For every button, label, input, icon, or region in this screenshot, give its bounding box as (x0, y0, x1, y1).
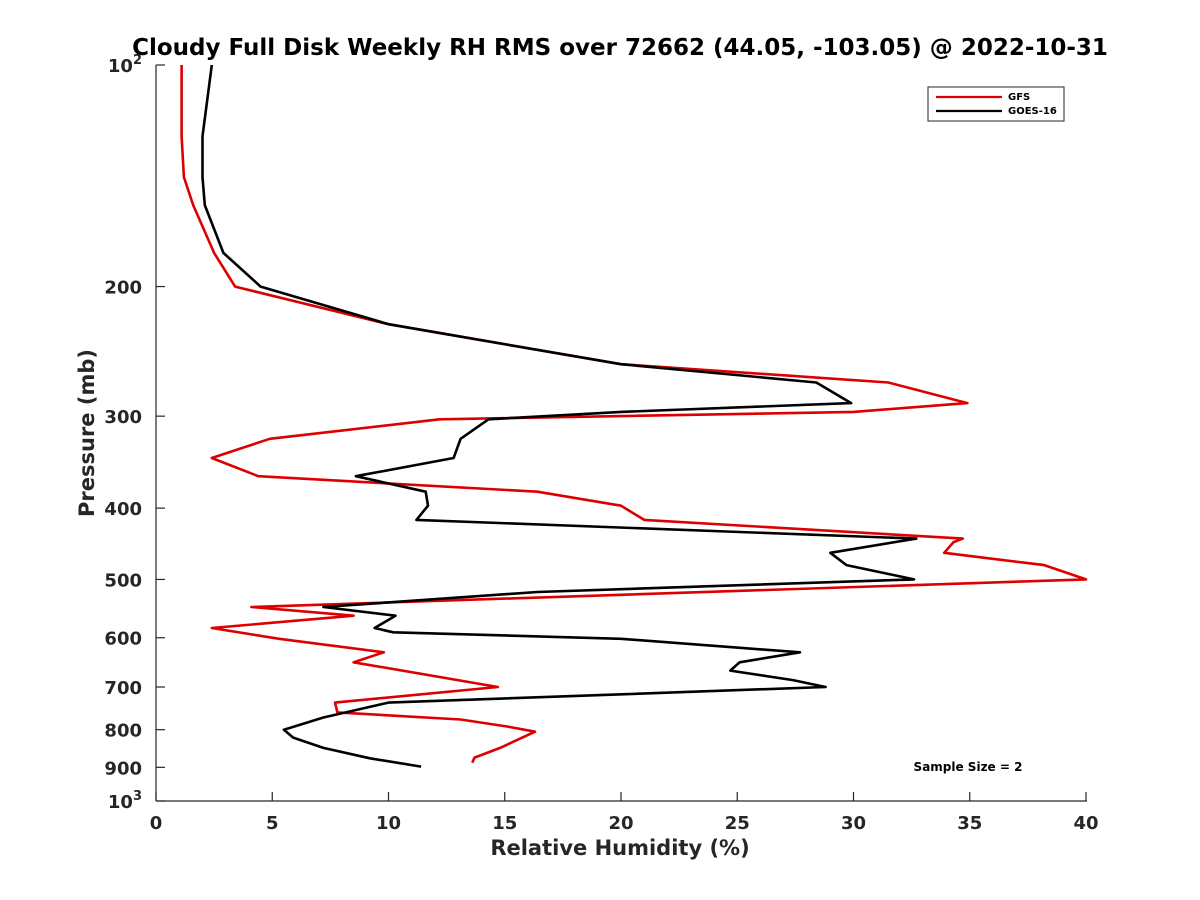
y-tick-label: 900 (104, 758, 142, 779)
x-tick-label: 5 (266, 813, 279, 834)
x-tick-label: 35 (957, 813, 982, 834)
x-tick-label: 30 (841, 813, 866, 834)
y-tick-label: 103 (108, 789, 142, 813)
y-tick-label: 700 (104, 678, 142, 699)
axes-layer (155, 65, 1087, 802)
y-tick-label: 300 (104, 407, 142, 428)
sample-size-annotation: Sample Size = 2 (914, 760, 1023, 774)
legend-label-gfs: GFS (1008, 92, 1030, 103)
y-tick-label: 500 (104, 570, 142, 591)
x-tick-label: 15 (492, 813, 517, 834)
y-axis-label: Pressure (mb) (75, 349, 99, 517)
chart-title: Cloudy Full Disk Weekly RH RMS over 7266… (132, 35, 1108, 61)
legend-box (927, 86, 1065, 122)
y-tick-label: 200 (104, 278, 142, 299)
x-tick-label: 25 (725, 813, 750, 834)
series-line-gfs (180, 65, 1088, 764)
series-line-goes16 (201, 64, 918, 768)
y-ticks: 102 200 300 400 500 600 700 800 900 103 (104, 53, 165, 813)
x-tick-label: 20 (608, 813, 633, 834)
x-tick-label: 40 (1073, 813, 1098, 834)
legend-label-goes16: GOES-16 (1008, 106, 1057, 117)
y-tick-label: 600 (104, 629, 142, 650)
y-tick-label: 800 (104, 721, 142, 742)
x-tick-label: 10 (376, 813, 401, 834)
x-axis-label: Relative Humidity (%) (490, 836, 749, 860)
series-layer (180, 64, 1088, 768)
x-ticks: 0 5 10 15 20 25 30 35 40 (150, 792, 1099, 834)
y-tick-label: 400 (104, 499, 142, 520)
legend: GFS GOES-16 (927, 86, 1065, 122)
y-tick-label: 102 (108, 53, 142, 77)
x-tick-label: 0 (150, 813, 163, 834)
